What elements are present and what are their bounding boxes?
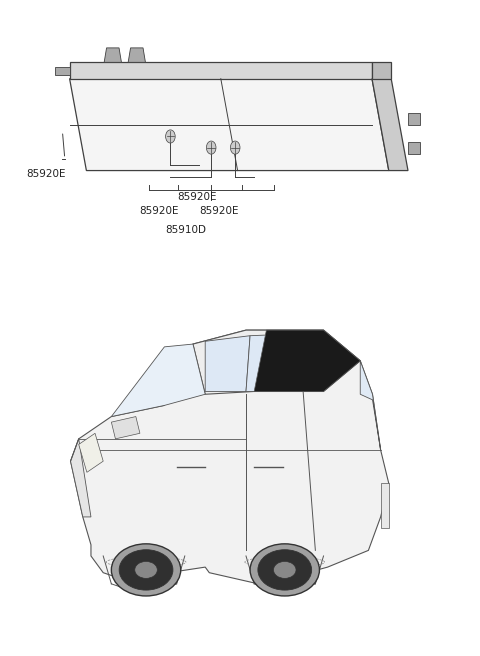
Text: 85920E: 85920E [199,206,239,216]
Circle shape [166,130,175,143]
Polygon shape [408,142,420,154]
Polygon shape [128,48,145,62]
Polygon shape [70,79,389,171]
Polygon shape [205,336,250,392]
Ellipse shape [274,562,296,579]
Ellipse shape [258,550,312,590]
Ellipse shape [250,544,320,596]
Text: 85920E: 85920E [139,206,179,216]
Polygon shape [372,79,408,171]
Polygon shape [55,67,70,75]
Text: 85920E: 85920E [26,169,66,179]
Polygon shape [79,433,103,472]
Polygon shape [70,62,372,79]
Circle shape [206,141,216,154]
Polygon shape [104,48,121,62]
Ellipse shape [135,562,157,579]
Polygon shape [111,417,140,439]
Text: 85910D: 85910D [166,224,206,235]
Polygon shape [193,330,360,394]
Polygon shape [360,361,381,450]
Ellipse shape [111,544,180,596]
Circle shape [230,141,240,154]
Text: 85920E: 85920E [178,192,217,202]
Polygon shape [408,113,420,125]
Polygon shape [381,483,389,528]
Polygon shape [71,439,91,517]
Polygon shape [372,62,391,79]
Ellipse shape [119,550,173,590]
Polygon shape [71,330,389,584]
Polygon shape [111,344,205,417]
Polygon shape [254,330,360,392]
Polygon shape [246,333,320,392]
